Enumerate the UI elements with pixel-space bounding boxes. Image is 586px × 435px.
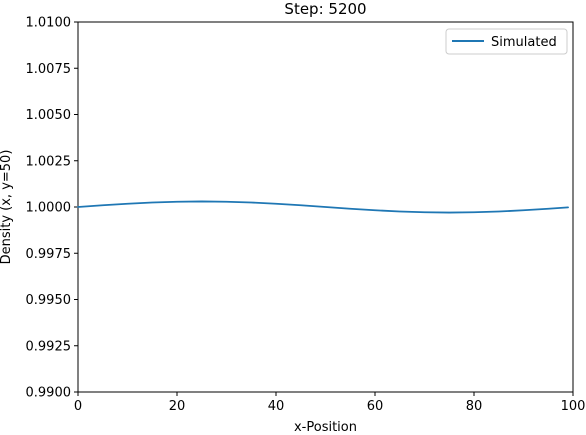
y-tick-label: 1.0100	[26, 16, 72, 31]
y-axis-ticks: 0.9900 0.9925 0.9950 0.9975 1.0000 1.0025 1.00…	[26, 16, 78, 401]
legend-box	[445, 28, 568, 55]
y-tick-label: 1.0050	[26, 108, 72, 123]
series-lines	[77, 200, 569, 214]
legend: Simulated	[445, 28, 568, 55]
x-tick-label: 60	[367, 399, 384, 414]
x-axis-ticks: 0 20 40 60 80 100	[74, 392, 586, 414]
x-tick-label: 0	[74, 399, 82, 414]
y-tick-label: 0.9925	[26, 339, 72, 354]
y-tick-label: 0.9900	[26, 386, 72, 401]
x-tick-label: 20	[169, 399, 186, 414]
y-tick-label: 1.0025	[26, 154, 72, 169]
y-tick-label: 0.9975	[26, 247, 72, 262]
y-tick-label: 0.9950	[26, 293, 72, 308]
chart-title: Step: 5200	[284, 0, 366, 18]
y-tick-label: 1.0000	[26, 201, 72, 216]
x-tick-label: 100	[561, 399, 586, 414]
y-axis-label: Density (x, y=50)	[0, 150, 14, 265]
x-axis-label: x-Position	[294, 420, 357, 435]
x-tick-label: 40	[268, 399, 285, 414]
plot-area: 0 20 40 60 80 100 0.9900 0.9925 0.9950 0.9975 1.0…	[26, 16, 586, 415]
y-tick-label: 1.0075	[26, 62, 72, 77]
legend-label-simulated: Simulated	[491, 35, 557, 50]
x-tick-label: 80	[466, 399, 483, 414]
series-line-simulated	[77, 200, 569, 214]
